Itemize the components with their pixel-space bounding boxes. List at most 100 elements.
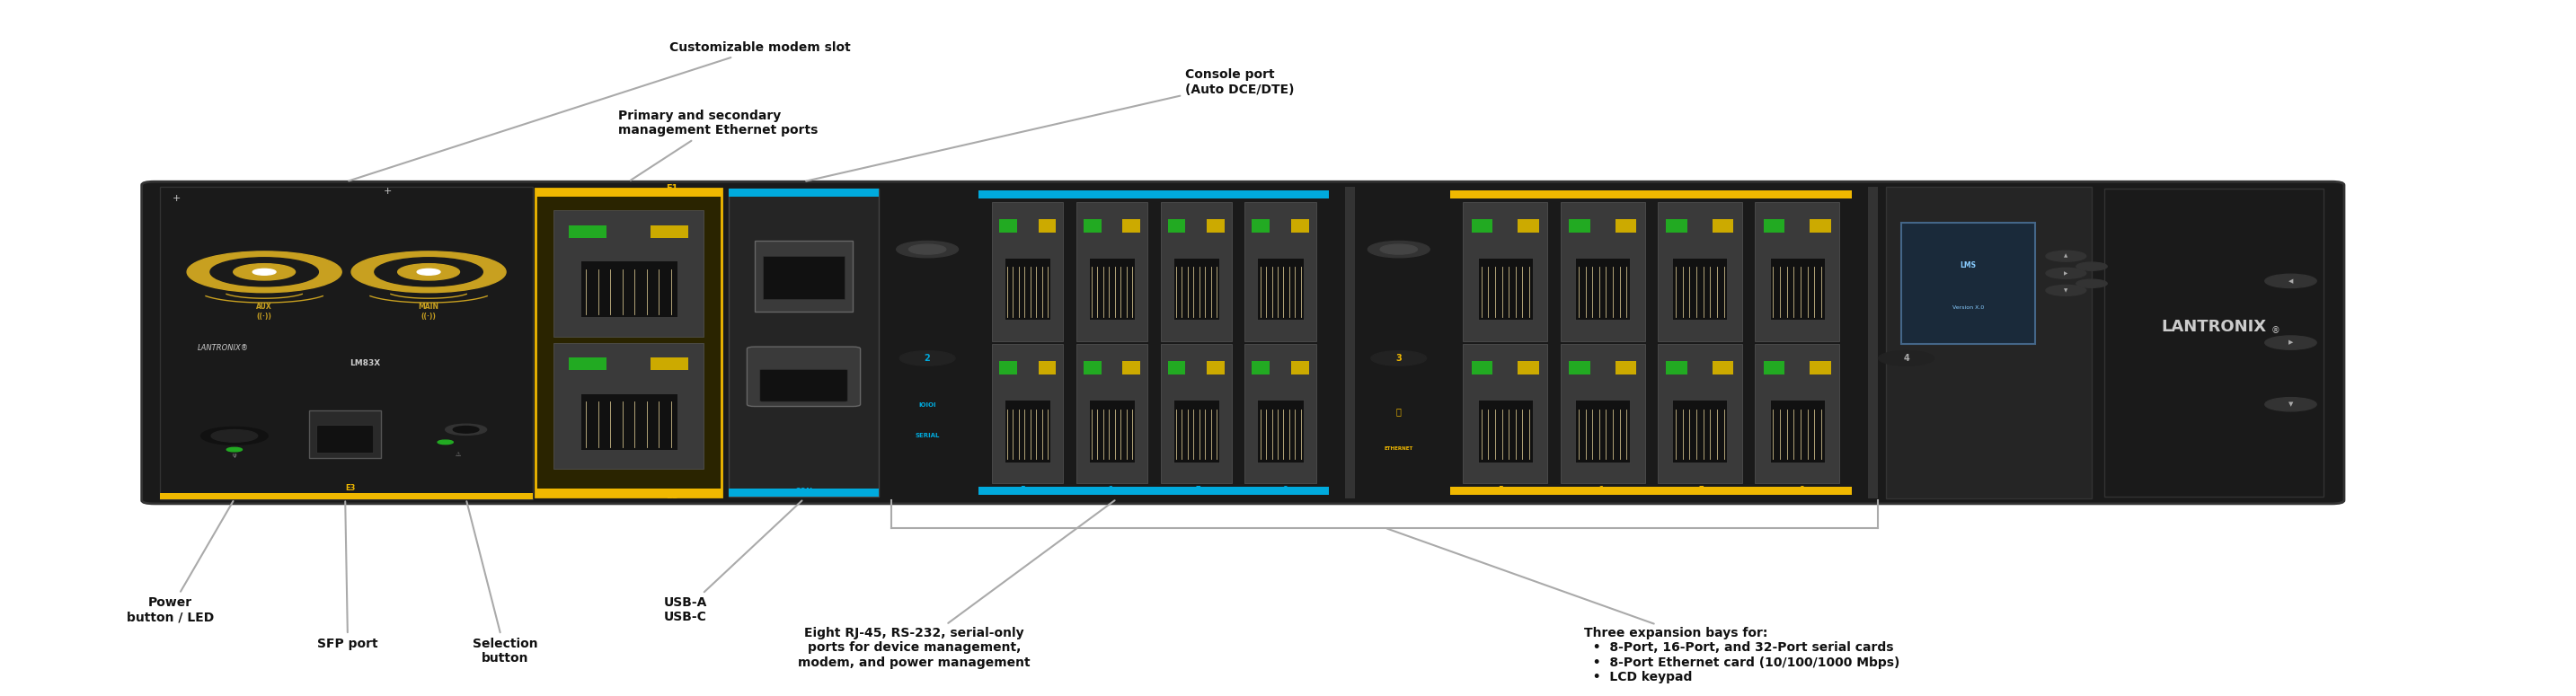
Circle shape: [446, 424, 487, 435]
Bar: [1517, 219, 1538, 232]
FancyBboxPatch shape: [1162, 345, 1231, 483]
Bar: [1252, 219, 1270, 232]
Circle shape: [453, 426, 479, 433]
Circle shape: [1370, 351, 1427, 365]
FancyBboxPatch shape: [1659, 345, 1741, 483]
Bar: [1208, 361, 1224, 375]
Bar: [729, 189, 878, 197]
Circle shape: [2264, 335, 2316, 349]
Text: Three expansion bays for:
  •  8-Port, 16-Port, and 32-Port serial cards
  •  8-: Three expansion bays for: • 8-Port, 16-P…: [1386, 528, 1901, 683]
Bar: [1167, 361, 1185, 375]
Bar: [1471, 219, 1492, 232]
Bar: [1123, 361, 1141, 375]
Bar: [1667, 361, 1687, 375]
FancyBboxPatch shape: [1672, 258, 1728, 320]
Text: 7: 7: [1698, 486, 1705, 494]
Text: ψ: ψ: [232, 453, 237, 459]
FancyBboxPatch shape: [1561, 345, 1646, 483]
FancyBboxPatch shape: [142, 182, 2344, 504]
Circle shape: [1878, 351, 1935, 365]
Text: MAIN
((·)): MAIN ((·)): [417, 303, 438, 320]
FancyBboxPatch shape: [747, 347, 860, 406]
Circle shape: [234, 264, 296, 280]
Text: Eight RJ-45, RS-232, serial-only
ports for device management,
modem, and power m: Eight RJ-45, RS-232, serial-only ports f…: [799, 500, 1115, 669]
Bar: [1868, 187, 1878, 498]
Circle shape: [2264, 397, 2316, 411]
Bar: [999, 219, 1018, 232]
Circle shape: [417, 269, 440, 275]
Circle shape: [227, 448, 242, 452]
Bar: [1471, 361, 1492, 375]
FancyBboxPatch shape: [1463, 345, 1548, 483]
Bar: [1811, 361, 1832, 375]
Text: 6: 6: [1108, 486, 1113, 494]
FancyBboxPatch shape: [1479, 258, 1533, 320]
Text: SFP port: SFP port: [317, 501, 379, 650]
Bar: [1084, 361, 1100, 375]
FancyBboxPatch shape: [580, 261, 677, 317]
Text: CON: CON: [793, 488, 814, 496]
Bar: [652, 358, 688, 370]
Bar: [999, 361, 1018, 375]
FancyBboxPatch shape: [317, 425, 374, 453]
Bar: [1569, 219, 1589, 232]
Text: 5: 5: [1497, 486, 1504, 494]
Bar: [1713, 219, 1734, 232]
Text: 3: 3: [1698, 192, 1705, 200]
Text: ▼: ▼: [2287, 402, 2293, 407]
Circle shape: [188, 251, 343, 292]
Text: 8: 8: [1798, 486, 1806, 494]
Bar: [1038, 361, 1056, 375]
Bar: [979, 487, 1329, 495]
Circle shape: [2264, 274, 2316, 288]
Text: +: +: [173, 194, 180, 203]
Circle shape: [909, 244, 945, 254]
Circle shape: [2076, 279, 2107, 287]
Circle shape: [201, 427, 268, 445]
FancyBboxPatch shape: [1901, 223, 2035, 344]
FancyBboxPatch shape: [1090, 400, 1136, 462]
Bar: [1765, 361, 1785, 375]
Text: ▶: ▶: [2063, 271, 2069, 276]
FancyBboxPatch shape: [160, 187, 533, 499]
FancyBboxPatch shape: [1162, 202, 1231, 341]
Text: 4: 4: [1283, 192, 1288, 200]
FancyBboxPatch shape: [1672, 400, 1728, 462]
Bar: [1252, 361, 1270, 375]
Bar: [299, 493, 428, 499]
Bar: [1038, 219, 1056, 232]
Text: 5: 5: [1020, 486, 1025, 494]
FancyBboxPatch shape: [1659, 202, 1741, 341]
Bar: [536, 189, 721, 197]
Bar: [1713, 361, 1734, 375]
Bar: [979, 191, 1329, 199]
FancyBboxPatch shape: [1257, 258, 1303, 320]
FancyBboxPatch shape: [1561, 202, 1646, 341]
Text: Customizable modem slot: Customizable modem slot: [348, 42, 850, 181]
Text: 2: 2: [1597, 192, 1605, 200]
Circle shape: [2076, 262, 2107, 271]
FancyBboxPatch shape: [2105, 189, 2324, 497]
Circle shape: [350, 251, 505, 292]
Text: LANTRONIX: LANTRONIX: [2161, 319, 2267, 335]
Circle shape: [896, 241, 958, 258]
Bar: [536, 489, 721, 497]
Circle shape: [252, 269, 276, 275]
Circle shape: [438, 440, 453, 444]
Circle shape: [211, 258, 319, 286]
Bar: [1084, 219, 1100, 232]
Bar: [569, 226, 605, 238]
FancyBboxPatch shape: [1257, 400, 1303, 462]
Text: IOIOl: IOIOl: [920, 402, 935, 408]
Text: LM83X: LM83X: [350, 359, 381, 367]
FancyBboxPatch shape: [1770, 400, 1824, 462]
FancyBboxPatch shape: [554, 210, 703, 336]
Circle shape: [2045, 268, 2087, 278]
FancyBboxPatch shape: [1770, 258, 1824, 320]
Bar: [1450, 191, 1852, 199]
Bar: [1569, 361, 1589, 375]
Bar: [1450, 487, 1852, 495]
Bar: [536, 189, 721, 497]
Text: AUX
((·)): AUX ((·)): [258, 303, 273, 320]
FancyBboxPatch shape: [1077, 202, 1149, 341]
